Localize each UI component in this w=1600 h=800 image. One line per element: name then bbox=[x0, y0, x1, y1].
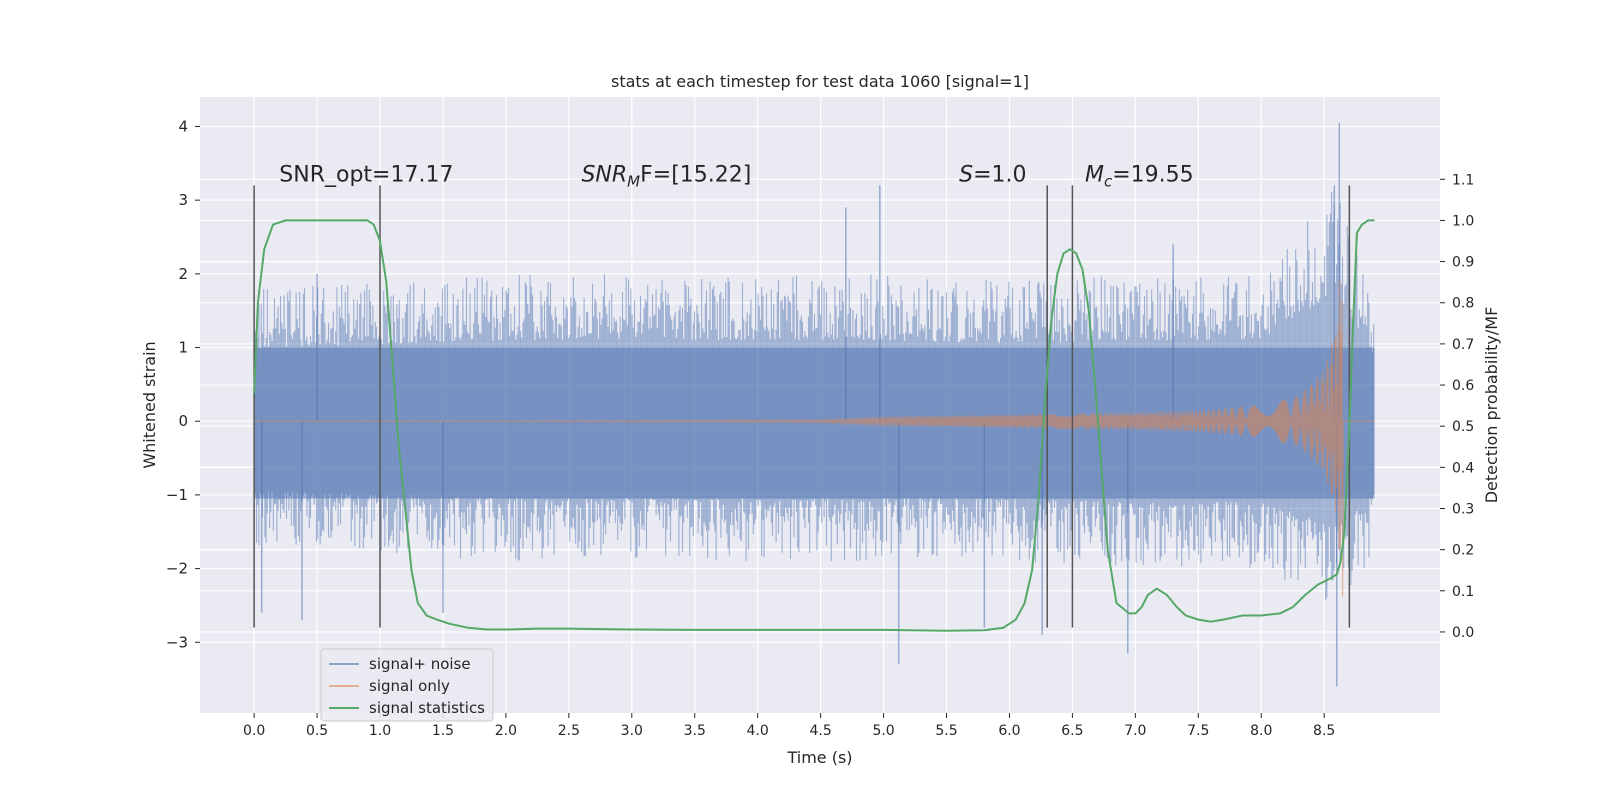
y-tick-label: −3 bbox=[166, 633, 188, 651]
x-tick-label: 4.5 bbox=[809, 723, 831, 739]
x-tick-label: 1.0 bbox=[369, 723, 391, 739]
y2-tick-label: 0.6 bbox=[1452, 378, 1474, 394]
y-axis-label: Whitened strain bbox=[140, 341, 159, 468]
y2-tick-label: 0.7 bbox=[1452, 337, 1474, 353]
x-tick-label: 0.0 bbox=[243, 723, 265, 739]
annotation-0: SNR_opt=17.17 bbox=[279, 162, 453, 187]
x-tick-label: 5.0 bbox=[872, 723, 894, 739]
y2-tick-label: 0.1 bbox=[1452, 584, 1474, 600]
annotation-3: Mc=19.55 bbox=[1085, 162, 1194, 190]
noise-spikes bbox=[260, 122, 1341, 687]
y2-tick-label: 0.3 bbox=[1452, 501, 1474, 517]
y2-tick-label: 0.0 bbox=[1452, 625, 1474, 641]
annotations: SNR_opt=17.17 SNRMF=[15.22] S=1.0 Mc=19.55 bbox=[279, 162, 1193, 190]
x-tick-label: 2.0 bbox=[495, 723, 517, 739]
signal-only-series bbox=[254, 279, 1375, 597]
x-tick-label: 8.5 bbox=[1313, 723, 1335, 739]
signal-statistics-series bbox=[253, 219, 1375, 632]
legend: signal+ noise signal only signal statist… bbox=[320, 648, 494, 722]
marker-lines bbox=[253, 185, 1351, 628]
x-tick-label: 2.5 bbox=[558, 723, 580, 739]
legend-label-signal-statistics: signal statistics bbox=[369, 699, 485, 717]
signal-statistics-line bbox=[253, 219, 1375, 632]
y2-axis-ticks: 0.0 0.1 0.2 0.3 0.4 0.5 0.6 0.7 0.8 0.9 1.0 1.1 bbox=[1440, 172, 1474, 641]
signal-only-line bbox=[254, 279, 1375, 597]
y2-tick-label: 0.8 bbox=[1452, 296, 1474, 312]
y2-tick-label: 0.5 bbox=[1452, 419, 1474, 435]
x-axis-ticks: 0.0 0.5 1.0 1.5 2.0 2.5 3.0 3.5 4.0 4.5 5.0 5.5 6.0 6… bbox=[243, 713, 1335, 739]
x-tick-label: 3.0 bbox=[621, 723, 643, 739]
y-tick-label: 0 bbox=[178, 412, 188, 430]
x-tick-label: 7.5 bbox=[1187, 723, 1209, 739]
y2-axis-label: Detection probability/MF bbox=[1482, 307, 1501, 504]
y2-tick-label: 1.0 bbox=[1452, 213, 1474, 229]
x-tick-label: 5.5 bbox=[935, 723, 957, 739]
x-tick-label: 6.0 bbox=[998, 723, 1020, 739]
y-tick-label: 3 bbox=[178, 191, 188, 209]
legend-box bbox=[320, 648, 494, 722]
x-tick-label: 7.0 bbox=[1124, 723, 1146, 739]
legend-label-signal-plus-noise: signal+ noise bbox=[369, 655, 471, 673]
y-tick-label: 4 bbox=[178, 117, 188, 135]
x-tick-label: 3.5 bbox=[684, 723, 706, 739]
chart-title: stats at each timestep for test data 106… bbox=[611, 72, 1029, 91]
y-tick-label: −1 bbox=[166, 486, 188, 504]
y2-tick-label: 0.4 bbox=[1452, 460, 1474, 476]
y-tick-label: 1 bbox=[178, 339, 188, 357]
y2-tick-label: 0.9 bbox=[1452, 255, 1474, 271]
x-tick-label: 6.5 bbox=[1061, 723, 1083, 739]
y-tick-label: −2 bbox=[166, 560, 188, 578]
x-tick-label: 8.0 bbox=[1250, 723, 1272, 739]
legend-label-signal-only: signal only bbox=[369, 677, 450, 695]
y2-tick-label: 0.2 bbox=[1452, 543, 1474, 559]
y2-tick-label: 1.1 bbox=[1452, 172, 1474, 188]
x-axis-label: Time (s) bbox=[786, 748, 852, 767]
y-axis-ticks: −3 −2 −1 0 1 2 3 4 bbox=[166, 117, 200, 651]
x-tick-label: 4.0 bbox=[747, 723, 769, 739]
annotation-1: SNRMF=[15.22] bbox=[581, 162, 751, 190]
y-tick-label: 2 bbox=[178, 265, 188, 283]
x-tick-label: 0.5 bbox=[306, 723, 328, 739]
annotation-2: S=1.0 bbox=[959, 162, 1026, 187]
x-tick-label: 1.5 bbox=[432, 723, 454, 739]
